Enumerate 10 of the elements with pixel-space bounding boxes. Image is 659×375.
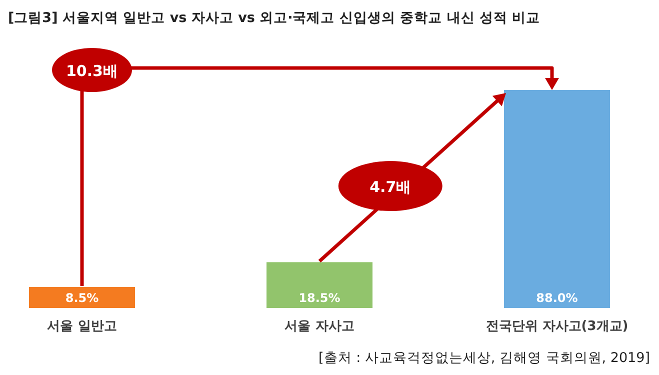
data-label: 8.5%: [65, 291, 99, 305]
x-tick-label: 서울 일반고: [47, 319, 117, 334]
annotation: 4.7배: [370, 178, 412, 196]
data-label: 18.5%: [298, 291, 340, 305]
data-label: 88.0%: [536, 291, 578, 305]
text: 10.3배: [66, 62, 118, 80]
x-tick-label: 서울 자사고: [284, 319, 354, 334]
text: [출처 : 사교육걱정없는세상, 김해영 국회의원, 2019]: [318, 350, 650, 366]
x-tick-label: 전국단위 자사고(3개교): [486, 319, 628, 334]
chart-title: [그림3] 서울지역 일반고 vs 자사고 vs 외고·국제고 신입생의 중학교 내신 성적 비교: [8, 10, 540, 26]
